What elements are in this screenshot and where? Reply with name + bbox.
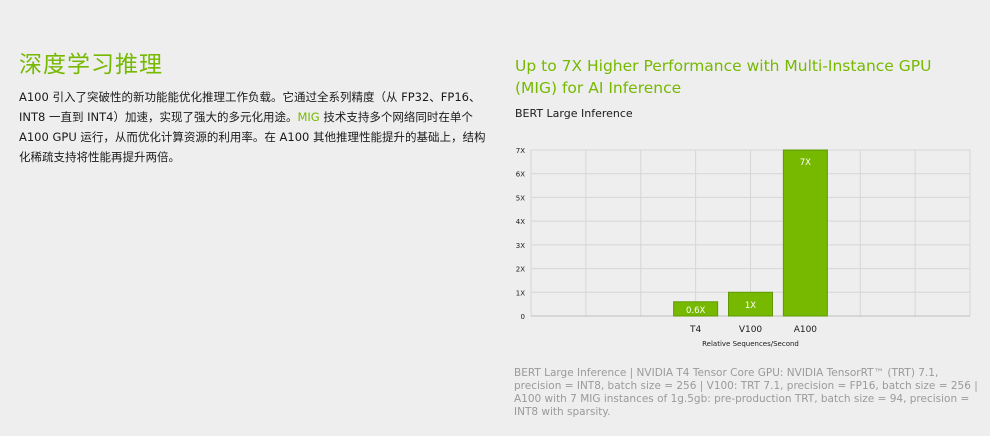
y-tick-label: 1X bbox=[516, 289, 525, 297]
description-text-1: A100 引入了突破性的新功能能优化推理工作负载。它通过全系列精度（从 FP32… bbox=[19, 90, 481, 124]
y-tick-label: 0 bbox=[521, 313, 525, 321]
section-heading: 深度学习推理 bbox=[19, 52, 163, 78]
x-tick-label: T4 bbox=[689, 325, 701, 335]
chart-subtitle: BERT Large Inference bbox=[515, 107, 633, 120]
x-tick-label: V100 bbox=[739, 325, 763, 335]
bar-chart: 0 1X 2X 3X 4X 5X 6X 7X 0.6X T4 1X V100 7X A100 Relativ… bbox=[516, 147, 971, 348]
chart-title: Up to 7X Higher Performance with Multi-I… bbox=[515, 57, 932, 97]
description-text-2: 技术支持多个网络同时在单个 A100 GPU 运行，从而优化计算资源的利用率。在… bbox=[19, 110, 486, 164]
mig-link[interactable]: MIG bbox=[297, 110, 320, 124]
bar-value-label: 7X bbox=[800, 158, 811, 168]
bar-value-label: 0.6X bbox=[686, 306, 706, 316]
bar-value-label: 1X bbox=[745, 301, 756, 311]
y-tick-label: 7X bbox=[516, 147, 525, 155]
y-tick-label: 2X bbox=[516, 266, 525, 274]
section-description: A100 引入了突破性的新功能能优化推理工作负载。它通过全系列精度（从 FP32… bbox=[19, 87, 494, 167]
bar-v100 bbox=[728, 291, 773, 317]
chart-footnote: BERT Large Inference | NVIDIA T4 Tensor … bbox=[514, 367, 978, 418]
y-tick-label: 6X bbox=[516, 171, 525, 179]
bar-a100 bbox=[782, 149, 828, 317]
y-tick-label: 4X bbox=[516, 218, 525, 226]
chart-header: Up to 7X Higher Performance with Multi-I… bbox=[515, 55, 975, 120]
y-tick-label: 3X bbox=[516, 242, 525, 250]
x-tick-label: A100 bbox=[794, 325, 818, 335]
y-tick-label: 5X bbox=[516, 194, 525, 202]
bar-t4 bbox=[673, 301, 719, 317]
inference-section: 深度学习推理 A100 引入了突破性的新功能能优化推理工作负载。它通过全系列精度… bbox=[19, 50, 499, 167]
x-axis-label: Relative Sequences/Second bbox=[702, 340, 799, 348]
